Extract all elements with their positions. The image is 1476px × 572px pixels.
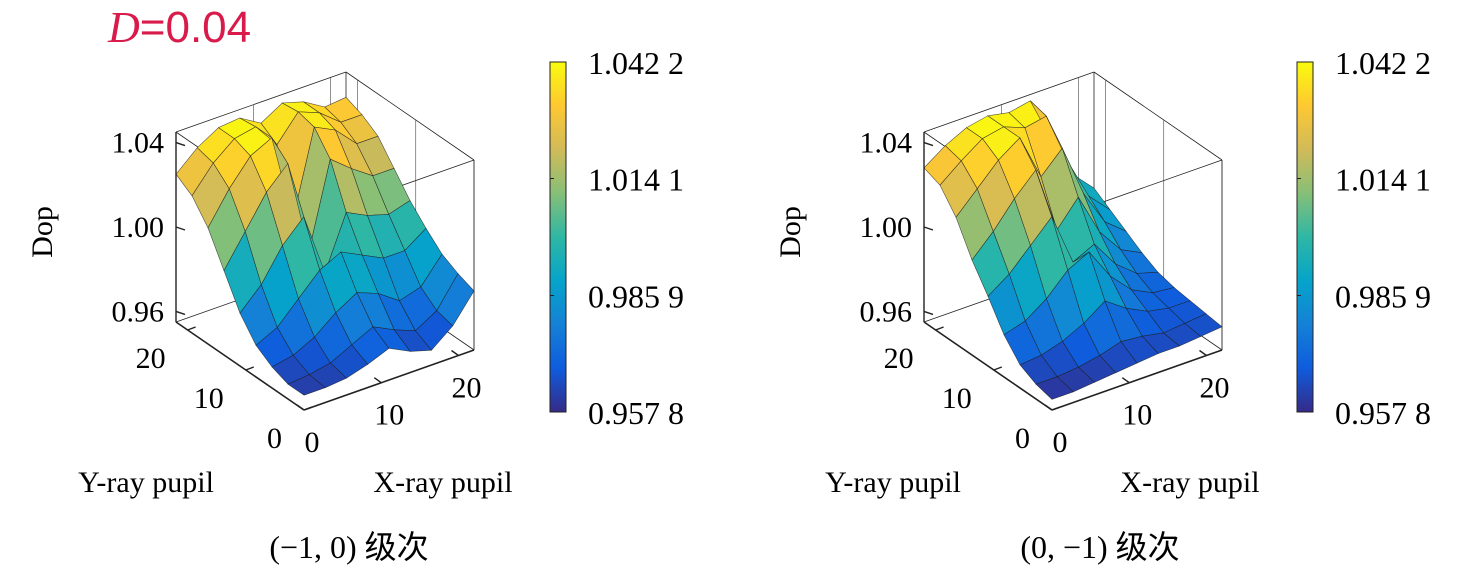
x-tick-label: 0 — [1053, 426, 1068, 459]
surface-patch — [436, 273, 475, 327]
x-tick-label: 20 — [1200, 372, 1230, 405]
x-tick — [1044, 404, 1053, 411]
parameter-value: =0.04 — [139, 3, 252, 52]
z-tick — [923, 310, 934, 316]
y-tick — [935, 326, 944, 331]
z-tick — [175, 141, 186, 147]
y-tick-label: 0 — [1015, 422, 1030, 455]
colorbar-tick-label: 0.957 8 — [1335, 395, 1431, 431]
x-tick — [373, 377, 382, 384]
y-tick — [303, 406, 313, 411]
colorbar-tick-label: 1.042 2 — [588, 45, 684, 81]
y-tick — [187, 326, 196, 331]
x-axis-label: X-ray pupil — [1120, 466, 1259, 499]
z-tick — [923, 226, 934, 231]
z-tick-label: 1.04 — [860, 127, 913, 160]
z-tick — [923, 141, 934, 147]
y-tick — [245, 366, 255, 371]
colorbar-tick-label: 1.014 1 — [588, 162, 684, 198]
x-tick — [1121, 377, 1130, 384]
y-tick — [1051, 406, 1061, 411]
y-tick-label: 0 — [267, 422, 282, 455]
y-tick-label: 20 — [136, 342, 166, 375]
surface-patch — [1184, 313, 1223, 337]
z-axis-label: Dop — [774, 206, 807, 258]
surface-panel-1: 0 10 20 0 10 20 0.96 1.00 1.04 Dop Y-ray pupil X… — [26, 45, 684, 565]
parameter-variable: D — [108, 3, 140, 52]
colorbar-tick-label: 0.957 8 — [588, 395, 684, 431]
colorbar — [549, 61, 567, 413]
colorbar-tick-label: 1.042 2 — [1335, 45, 1431, 81]
z-tick-label: 1.00 — [860, 211, 913, 244]
y-tick-label: 20 — [884, 342, 914, 375]
x-axis-line — [303, 349, 475, 411]
x-tick-label: 0 — [305, 426, 320, 459]
z-tick — [175, 310, 186, 316]
x-tick-label: 10 — [1122, 399, 1152, 432]
z-tick-label: 0.96 — [860, 295, 913, 328]
x-tick-label: 10 — [374, 399, 404, 432]
x-tick — [1199, 349, 1207, 357]
z-axis-label: Dop — [26, 206, 59, 258]
colorbar-tick-label: 1.014 1 — [1335, 162, 1431, 198]
x-tick — [451, 349, 459, 357]
x-tick-label: 20 — [452, 372, 482, 405]
z-tick-label: 0.96 — [112, 295, 165, 328]
panel-caption: (−1, 0) 级次 — [269, 529, 428, 565]
x-tick — [296, 404, 305, 411]
x-axis-label: X-ray pupil — [373, 466, 512, 499]
x-axis-line — [1051, 349, 1223, 411]
y-tick-label: 10 — [942, 382, 972, 415]
box-edge — [345, 71, 475, 161]
y-axis-line — [923, 321, 1053, 411]
surface-panel-2: 0 10 20 0 10 20 0.96 1.00 1.04 Dop Y-ray pupil X… — [774, 45, 1431, 565]
box-edge — [923, 71, 1095, 133]
colorbar-tick-label: 0.985 9 — [1335, 279, 1431, 315]
panel-caption: (0, −1) 级次 — [1020, 529, 1179, 565]
colorbar-tick-label: 0.985 9 — [588, 279, 684, 315]
y-axis-line — [175, 321, 305, 411]
y-axis-label: Y-ray pupil — [825, 466, 961, 499]
z-tick-label: 1.04 — [112, 127, 165, 160]
z-tick-label: 1.00 — [112, 211, 165, 244]
y-tick — [993, 366, 1003, 371]
y-tick-label: 10 — [194, 382, 224, 415]
y-axis-label: Y-ray pupil — [78, 466, 214, 499]
box-edge — [1093, 71, 1223, 161]
colorbar — [1296, 61, 1314, 413]
z-tick — [175, 226, 186, 231]
box-edge — [175, 71, 347, 133]
parameter-annotation: D=0.04 — [108, 2, 251, 53]
